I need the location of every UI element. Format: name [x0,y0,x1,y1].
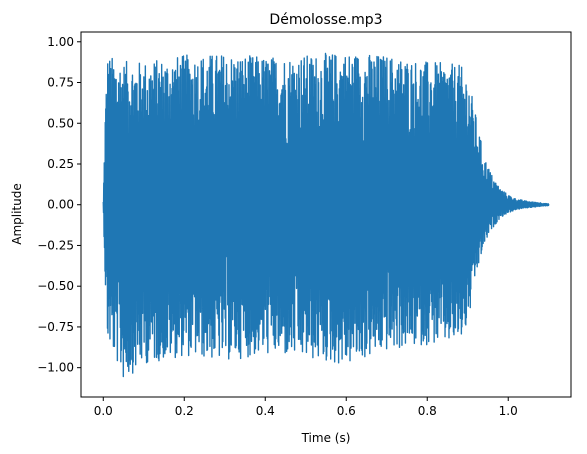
y-axis-ticks: 1.00 0.75 0.50 0.25 0.00 −0.25 −0.50 −0.75 −1.00 [37,35,81,375]
waveform-line [102,52,550,378]
plot-frame [80,31,572,398]
x-tick-label: 0.6 [337,404,356,418]
y-tick-label: −0.25 [37,238,74,252]
y-tick-label: −1.00 [37,361,74,375]
y-tick-label: 1.00 [47,35,74,49]
x-axis-ticks: 0.0 0.2 0.4 0.6 0.8 1.0 [94,397,518,418]
chart-title: Démolosse.mp3 [269,12,382,28]
waveform-series [102,52,550,378]
y-tick-label: −0.75 [37,320,74,334]
x-tick-label: 1.0 [499,404,518,418]
x-axis-label: Time (s) [301,431,351,445]
x-tick-label: 0.8 [418,404,437,418]
y-tick-label: 0.50 [47,116,74,130]
y-tick-label: 0.00 [47,198,74,212]
x-tick-label: 0.0 [94,404,113,418]
x-tick-label: 0.4 [256,404,275,418]
y-tick-label: −0.50 [37,279,74,293]
y-tick-label: 0.25 [47,157,74,171]
y-axis-label: Amplitude [10,183,24,245]
x-tick-label: 0.2 [175,404,194,418]
y-tick-label: 0.75 [47,76,74,90]
